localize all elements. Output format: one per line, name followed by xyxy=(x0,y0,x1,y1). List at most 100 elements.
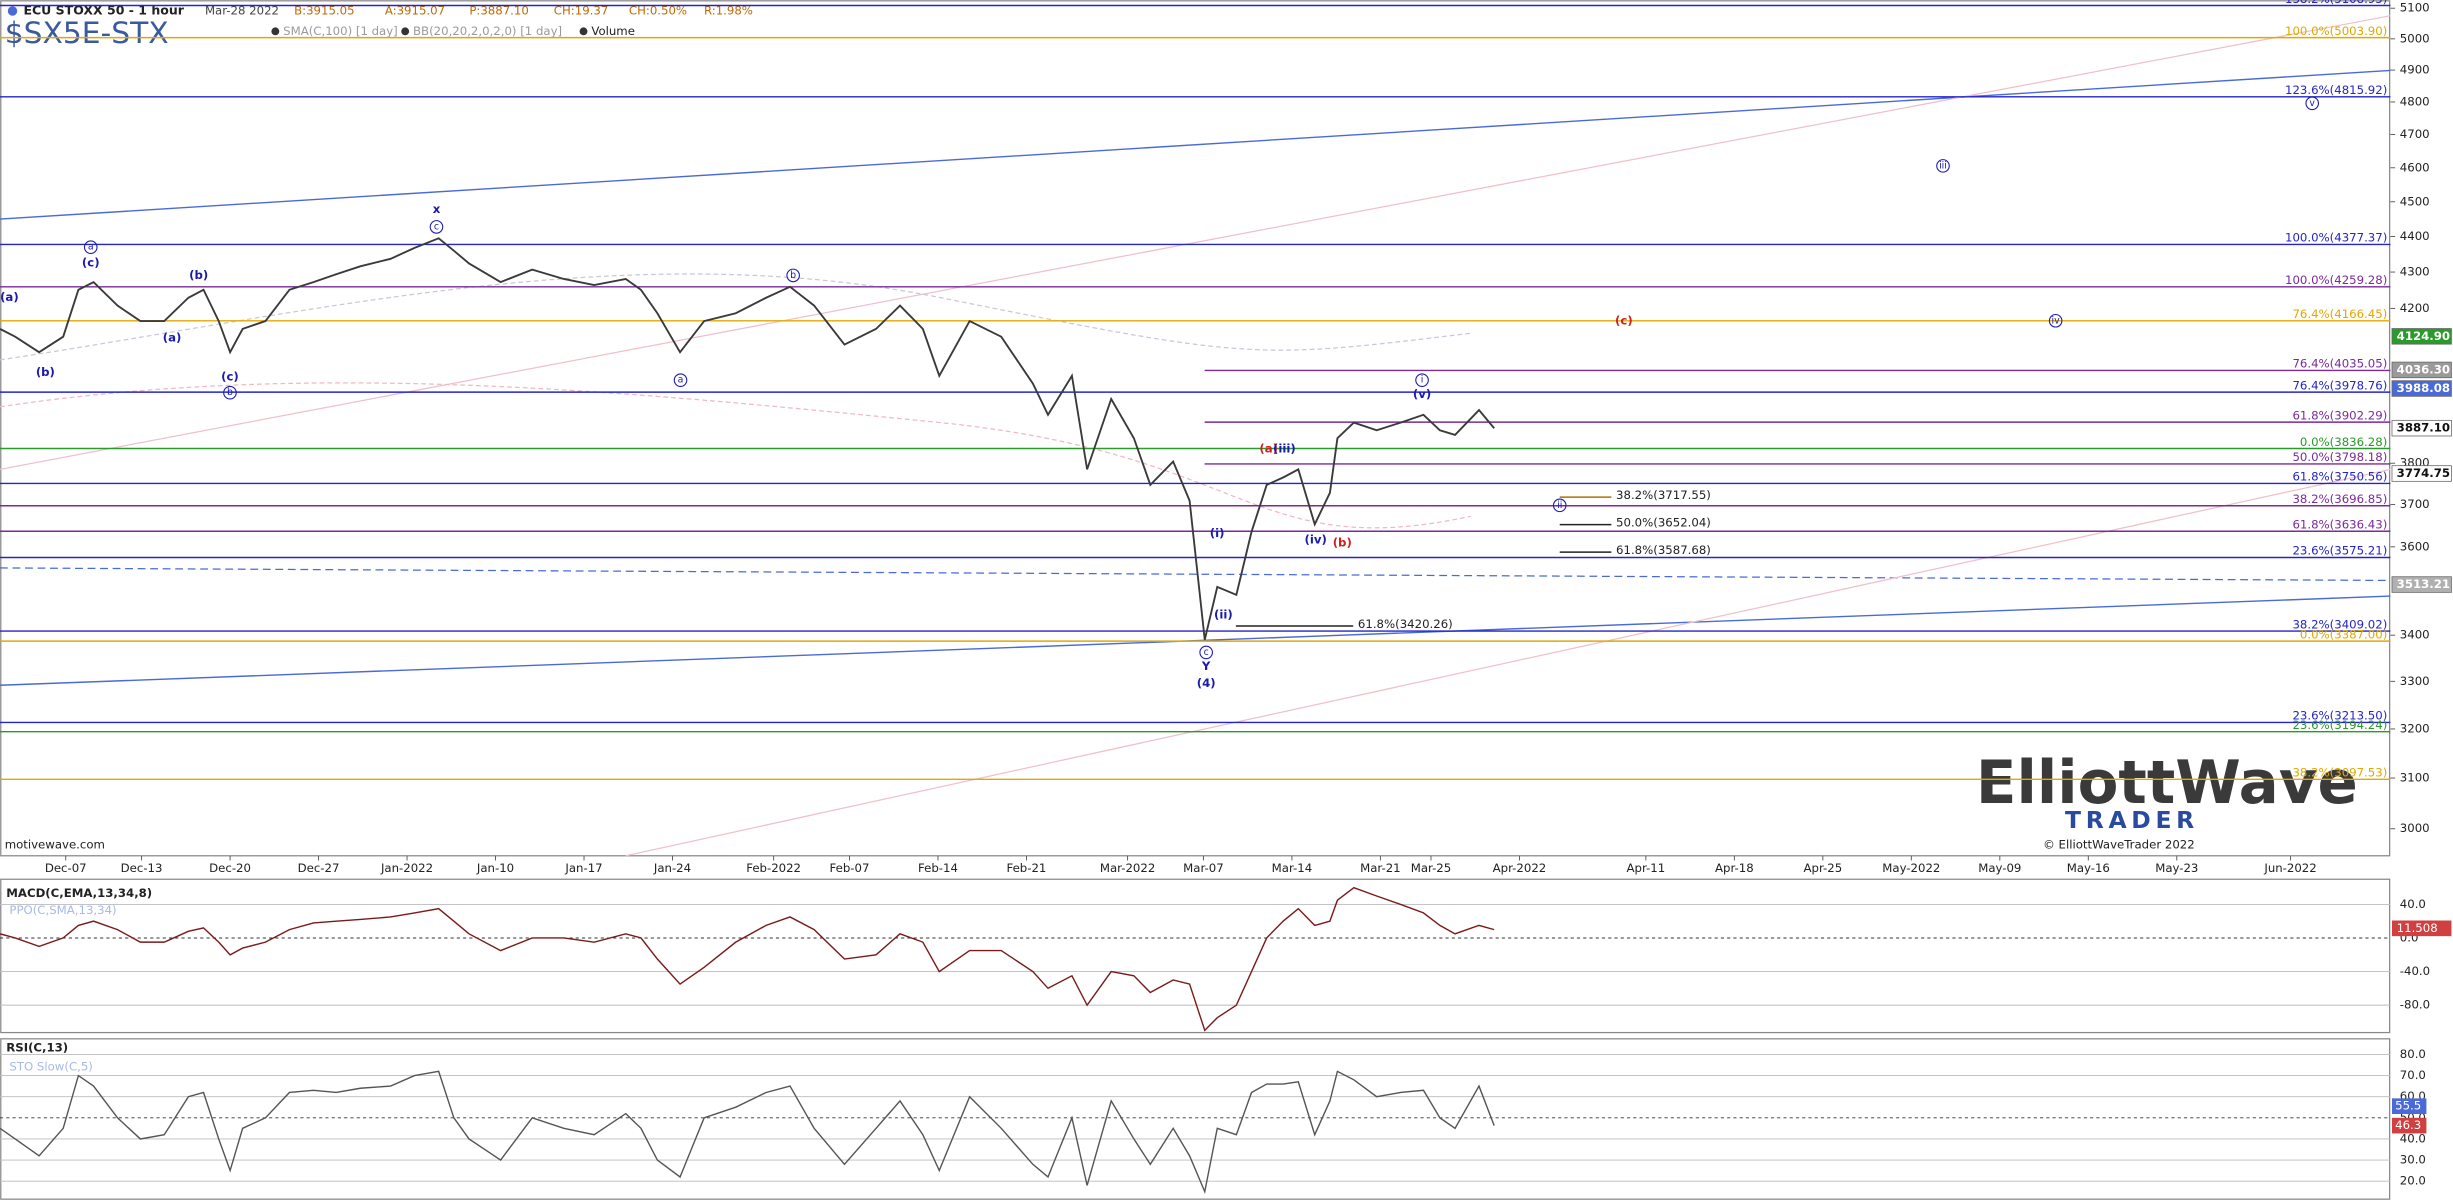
indicator-label: BB(20,20,2,0,2,0) [1 day] xyxy=(413,24,562,38)
sma-line xyxy=(0,273,1471,361)
y-tick-label: 4700 xyxy=(2400,127,2430,141)
wave-label: c xyxy=(434,221,439,232)
price-box-label: 4036.30 xyxy=(2397,362,2450,376)
chart-title: ECU STOXX 50 - 1 hour xyxy=(23,2,184,17)
x-tick-label: Dec-07 xyxy=(45,861,87,875)
wave-circle xyxy=(83,240,98,255)
fib-label: 138.2%(5108.95) xyxy=(2285,0,2387,6)
wave-label: (v) xyxy=(1413,387,1431,401)
indicator-line xyxy=(0,886,1495,1032)
wave-label: ii xyxy=(1557,500,1562,511)
x-tick-label: Feb-14 xyxy=(918,861,958,875)
x-tick-label: May-09 xyxy=(1978,861,2021,875)
wave-circle xyxy=(429,220,444,234)
price-line xyxy=(0,237,1495,640)
indicator-label: Volume xyxy=(591,24,635,38)
header-icon xyxy=(7,6,18,16)
y-tick-label: 3100 xyxy=(2400,771,2430,785)
y-tick-label: 3000 xyxy=(2400,821,2430,835)
wave-label: (c) xyxy=(82,255,100,269)
quote-field: CH:0.50% xyxy=(629,3,687,17)
y-tick-label: 40.0 xyxy=(2400,897,2426,911)
fib-label: 38.2%(3097.53) xyxy=(2292,766,2387,780)
rsi-panel-frame xyxy=(0,1038,2391,1200)
macd-subtitle: PPO(C,SMA,13,34) xyxy=(9,903,116,917)
wave-label: a xyxy=(88,242,94,253)
y-tick-label: 3200 xyxy=(2400,721,2430,735)
wave-label: b xyxy=(227,387,233,398)
fib-label: 123.6%(4815.92) xyxy=(2285,83,2387,97)
wave-label: (c) xyxy=(1615,313,1633,327)
quote-field: R:1.98% xyxy=(704,3,753,17)
bb-line xyxy=(0,15,2391,470)
wave-label: (ii) xyxy=(1214,607,1233,621)
indicator-line xyxy=(0,1070,1495,1195)
wave-label: i xyxy=(1421,375,1424,386)
indicator-icon xyxy=(271,27,280,36)
wave-label: (a) xyxy=(1259,442,1278,456)
price-box-label: 3513.21 xyxy=(2397,577,2450,591)
wave-circle xyxy=(786,268,800,283)
x-tick-label: Apr-18 xyxy=(1715,861,1754,875)
fib-label: 61.8%(3636.43) xyxy=(2292,517,2387,531)
y-tick-label: 3700 xyxy=(2400,497,2430,511)
y-tick-label: 4600 xyxy=(2400,160,2430,174)
wave-circle xyxy=(673,373,688,388)
wave-label: b xyxy=(790,270,796,281)
fib-label: 23.6%(3194.24) xyxy=(2292,718,2387,732)
indicator-icon xyxy=(579,27,588,36)
rsi-title: RSI(C,13) xyxy=(6,1041,68,1055)
x-tick-label: Feb-2022 xyxy=(746,861,801,875)
price-box-label: 3774.75 xyxy=(2397,466,2450,480)
price-box xyxy=(2391,328,2452,345)
channel-line xyxy=(0,69,2391,220)
wave-label: a xyxy=(678,375,684,386)
x-tick-label: Apr-2022 xyxy=(1493,861,1547,875)
wave-circle xyxy=(1936,159,1950,173)
price-box xyxy=(2391,361,2452,379)
x-tick-label: Apr-11 xyxy=(1627,861,1666,875)
price-box xyxy=(2391,419,2452,437)
indicator-icon xyxy=(401,27,410,36)
y-tick-label: 4200 xyxy=(2400,301,2430,315)
wave-label: iii xyxy=(1939,160,1947,171)
y-tick-label: 4500 xyxy=(2400,194,2430,208)
price-box-label: 3988.08 xyxy=(2397,381,2450,395)
x-tick-label: Mar-07 xyxy=(1183,861,1224,875)
fib-label: 76.4%(3978.76) xyxy=(2292,378,2387,392)
wave-label: (4) xyxy=(1197,676,1216,690)
fib-label: 76.4%(4035.05) xyxy=(2292,357,2387,371)
last-label: 46.3 xyxy=(2395,1118,2421,1132)
wave-label: (b) xyxy=(36,365,55,379)
x-tick-label: Jun-2022 xyxy=(2263,861,2316,875)
wave-label: (a) xyxy=(0,290,19,304)
wave-label: iv xyxy=(2052,315,2061,326)
fib-label: 23.6%(3213.50) xyxy=(2292,709,2387,723)
logo-sub: TRADER xyxy=(2065,806,2199,834)
projection-label: 50.0%(3652.04) xyxy=(1616,516,1711,530)
last-label: 55.5 xyxy=(2395,1099,2421,1113)
wave-circle xyxy=(1415,373,1429,388)
fib-label: 0.0%(3387.00) xyxy=(2300,627,2387,641)
indicator-label: SMA(C,100) [1 day] xyxy=(283,24,398,38)
y-tick-label: 4800 xyxy=(2400,94,2430,108)
wave-label: (a) xyxy=(163,330,182,344)
projection-label: 38.2%(3717.55) xyxy=(1616,488,1711,502)
fib-label: 76.4%(4166.45) xyxy=(2292,307,2387,321)
x-tick-label: Jan-2022 xyxy=(380,861,433,875)
wave-circle xyxy=(2048,313,2063,328)
fib-label: 61.8%(3902.29) xyxy=(2292,408,2387,422)
x-tick-label: Dec-13 xyxy=(121,861,163,875)
quote-field: A:3915.07 xyxy=(385,3,445,17)
dashed-line xyxy=(0,567,2391,582)
price-box-label: 4124.90 xyxy=(2397,329,2450,343)
price-box xyxy=(2391,465,2452,482)
last-box xyxy=(2391,1098,2427,1115)
macd-panel-frame xyxy=(0,878,2391,1034)
fib-label: 0.0%(3836.28) xyxy=(2300,435,2387,449)
price-box-label: 3887.10 xyxy=(2397,421,2450,435)
wave-label: x xyxy=(433,202,441,216)
y-tick-label: 80.0 xyxy=(2400,1047,2426,1061)
